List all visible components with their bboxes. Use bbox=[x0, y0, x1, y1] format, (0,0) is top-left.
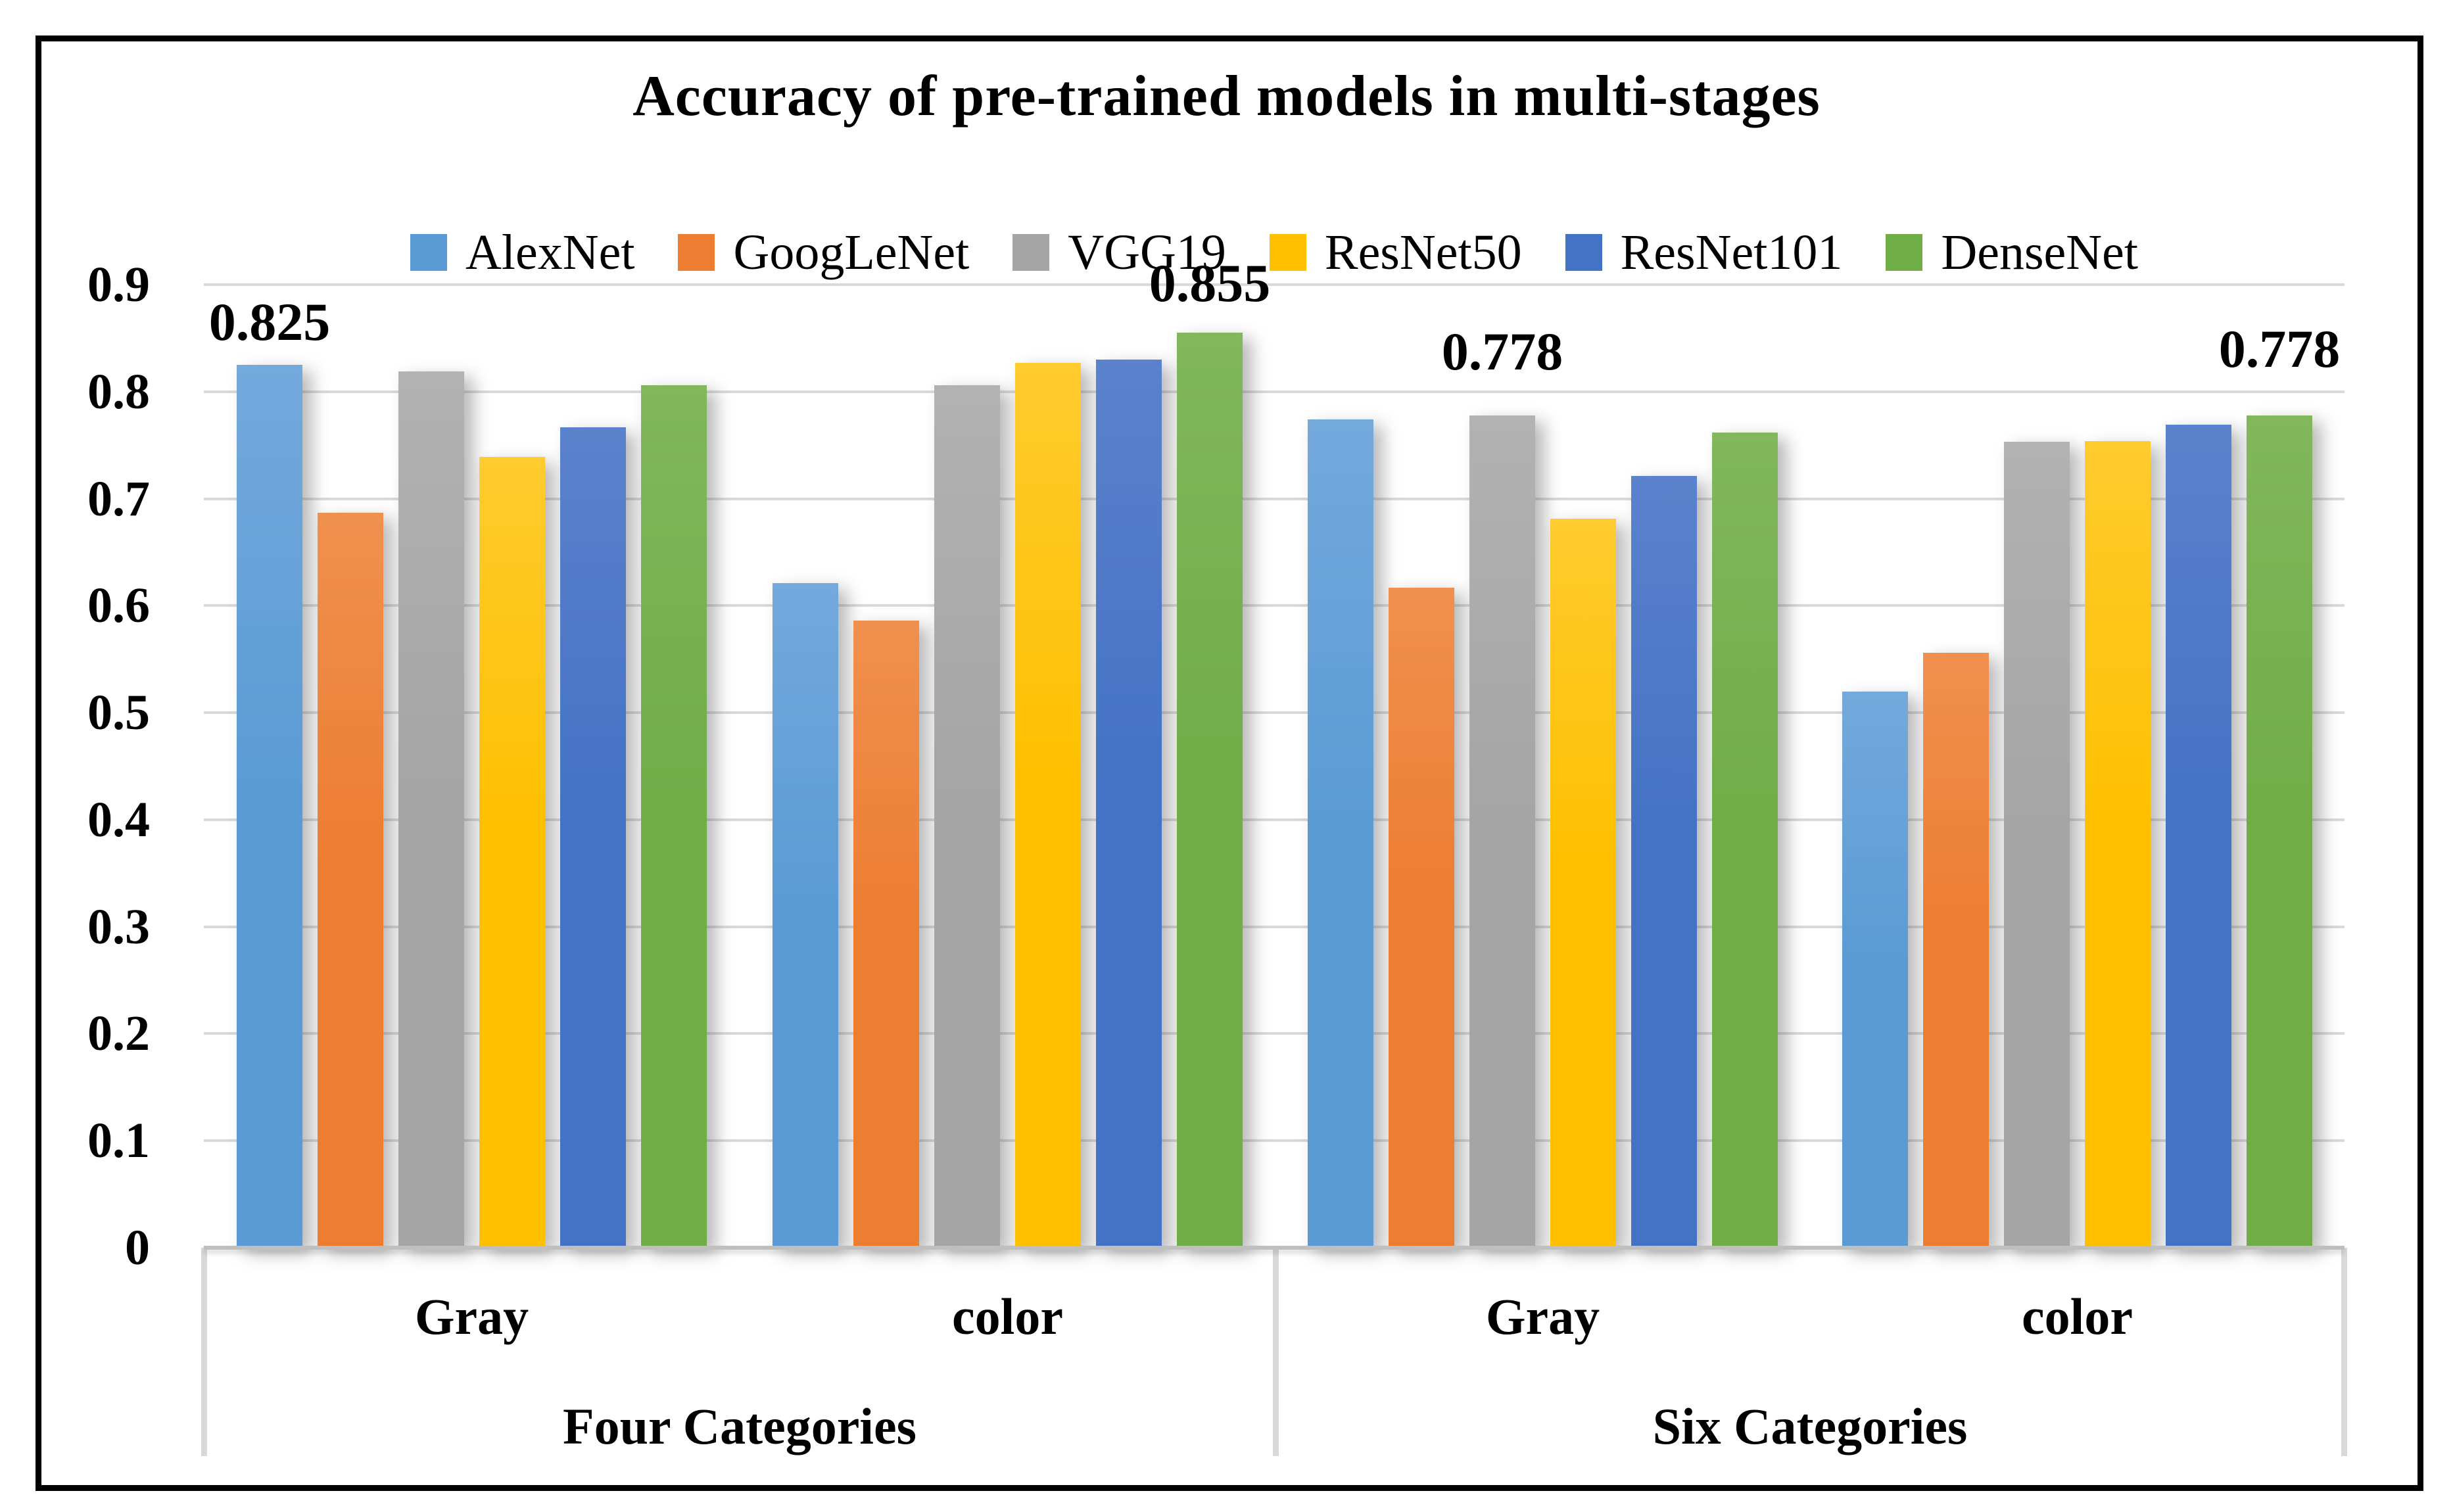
y-tick-label: 0.8 bbox=[87, 364, 150, 419]
bar-cluster-six-categories-color bbox=[1842, 285, 2312, 1248]
gridline-0.8 bbox=[204, 390, 2345, 393]
legend-item-resnet50: ResNet50 bbox=[1269, 224, 1522, 281]
bar-googlenet-2 bbox=[1389, 587, 1454, 1248]
gridline-0.3 bbox=[204, 925, 2345, 928]
axis-divider bbox=[2341, 1248, 2347, 1456]
gridline-0.5 bbox=[204, 711, 2345, 715]
bar-cluster-four-categories-gray bbox=[237, 285, 707, 1248]
legend-swatch-icon bbox=[410, 234, 447, 271]
bar-vgg19-3 bbox=[2004, 442, 2070, 1248]
bar-googlenet-3 bbox=[1923, 652, 1989, 1248]
chart-title: Accuracy of pre-trained models in multi-… bbox=[632, 64, 1821, 128]
bar-resnet101-0 bbox=[560, 427, 626, 1248]
bar-vgg19-2 bbox=[1469, 415, 1535, 1248]
bar-cluster-four-categories-color bbox=[773, 285, 1243, 1248]
legend-item-alexnet: AlexNet bbox=[410, 224, 634, 281]
x-label-color-3: color bbox=[2022, 1288, 2133, 1345]
legend-item-googlenet: GoogLeNet bbox=[678, 224, 969, 281]
legend-label: DenseNet bbox=[1941, 224, 2139, 280]
gridline-0.6 bbox=[204, 604, 2345, 607]
bar-resnet50-2 bbox=[1550, 519, 1616, 1248]
y-tick-label: 0.6 bbox=[87, 578, 150, 634]
bar-resnet101-1 bbox=[1096, 359, 1162, 1248]
legend: AlexNet GoogLeNet VGG19 ResNet50 ResNet101 De… bbox=[204, 214, 2345, 291]
bar-densenet-2 bbox=[1712, 432, 1778, 1248]
x-label-gray-0: Gray bbox=[414, 1288, 529, 1345]
bar-googlenet-0 bbox=[318, 512, 383, 1248]
bar-alexnet-0 bbox=[237, 365, 302, 1248]
legend-item-vgg19: VGG19 bbox=[1012, 224, 1226, 281]
x-label-color-1: color bbox=[952, 1288, 1063, 1345]
y-tick-label: 0.4 bbox=[87, 791, 150, 847]
bar-resnet50-1 bbox=[1015, 362, 1081, 1248]
data-label: 0.778 bbox=[1441, 321, 1563, 381]
y-tick-label: 0 bbox=[125, 1220, 150, 1275]
bar-googlenet-1 bbox=[853, 621, 919, 1248]
legend-swatch-icon bbox=[678, 234, 715, 271]
y-tick-label: 0.5 bbox=[87, 685, 150, 741]
legend-swatch-icon bbox=[1565, 234, 1602, 271]
axis-divider bbox=[1273, 1248, 1279, 1456]
data-label: 0.778 bbox=[2218, 318, 2341, 379]
bar-resnet50-3 bbox=[2085, 440, 2151, 1248]
bar-alexnet-1 bbox=[773, 583, 838, 1248]
bar-resnet101-3 bbox=[2166, 425, 2231, 1248]
gridline-0.2 bbox=[204, 1032, 2345, 1035]
legend-label: ResNet101 bbox=[1620, 224, 1843, 280]
x-group-label-four-categories: Four Categories bbox=[563, 1398, 917, 1455]
data-label: 0.825 bbox=[208, 292, 331, 352]
gridline-0.9 bbox=[204, 283, 2345, 286]
legend-label: GoogLeNet bbox=[733, 224, 970, 280]
bar-cluster-six-categories-gray bbox=[1308, 285, 1778, 1248]
bar-densenet-3 bbox=[2247, 415, 2312, 1248]
legend-label: ResNet50 bbox=[1324, 224, 1522, 280]
y-tick-label: 0.2 bbox=[87, 1006, 150, 1062]
bar-alexnet-2 bbox=[1308, 419, 1373, 1248]
x-group-label-six-categories: Six Categories bbox=[1652, 1398, 1968, 1455]
bar-resnet101-2 bbox=[1631, 476, 1697, 1248]
legend-label: AlexNet bbox=[465, 224, 635, 280]
legend-item-densenet: DenseNet bbox=[1886, 224, 2138, 281]
bar-vgg19-1 bbox=[934, 385, 1000, 1248]
x-label-gray-2: Gray bbox=[1485, 1288, 1600, 1345]
gridline-0.7 bbox=[204, 497, 2345, 500]
bar-resnet50-0 bbox=[479, 457, 545, 1248]
y-tick-label: 0.9 bbox=[87, 257, 150, 312]
legend-item-resnet101: ResNet101 bbox=[1565, 224, 1843, 281]
gridline-0.4 bbox=[204, 818, 2345, 821]
gridline-0.1 bbox=[204, 1139, 2345, 1143]
y-tick-label: 0.7 bbox=[87, 471, 150, 527]
data-label: 0.855 bbox=[1149, 253, 1271, 314]
plot-area: 0.825 0.855 0.778 0.778 bbox=[204, 256, 2345, 1250]
y-tick-label: 0.1 bbox=[87, 1113, 150, 1169]
x-axis-line bbox=[204, 1246, 2345, 1250]
bar-vgg19-0 bbox=[398, 371, 464, 1248]
axis-divider bbox=[201, 1248, 207, 1456]
legend-swatch-icon bbox=[1886, 234, 1923, 271]
bar-alexnet-3 bbox=[1842, 691, 1908, 1248]
legend-swatch-icon bbox=[1269, 234, 1306, 271]
bar-densenet-0 bbox=[641, 385, 707, 1248]
bar-densenet-1 bbox=[1177, 333, 1243, 1248]
legend-swatch-icon bbox=[1012, 234, 1050, 271]
y-tick-label: 0.3 bbox=[87, 899, 150, 955]
category-axis: Gray color Gray color Four Categories Six Cat… bbox=[201, 1248, 2347, 1456]
legend-label: VGG19 bbox=[1068, 224, 1226, 280]
